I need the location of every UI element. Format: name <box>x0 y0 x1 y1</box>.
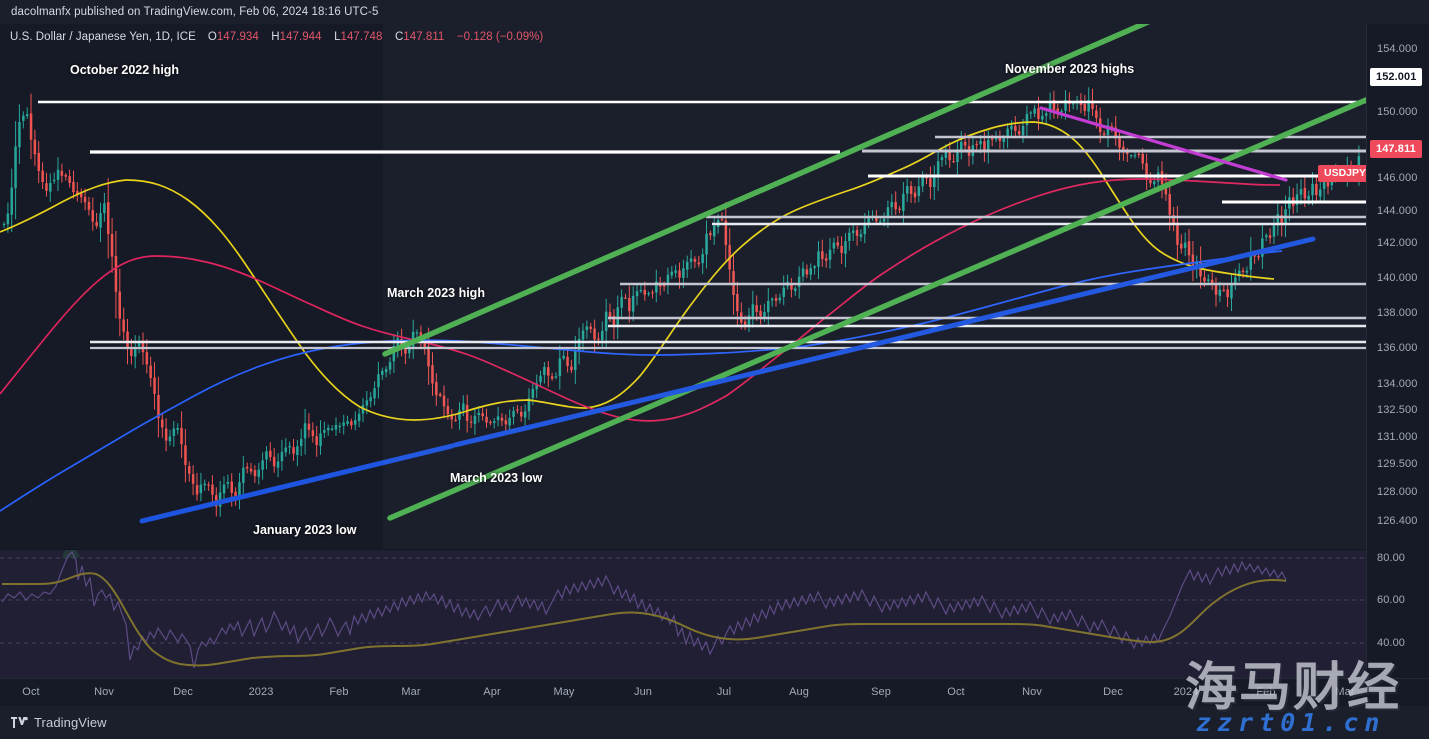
tradingview-logo-icon <box>11 717 28 728</box>
ma-blue-line <box>0 250 1283 512</box>
watermark-url: zzrt01.cn <box>1196 708 1386 737</box>
trendline-green-lower <box>387 97 1366 521</box>
rsi-axis-tick: 60.00 <box>1377 594 1406 606</box>
legend-low-label: L <box>334 31 341 43</box>
last-price-badge: 147.811 <box>1370 140 1422 158</box>
legend-close-label: C <box>394 31 404 43</box>
time-axis-tick: Apr <box>483 686 501 698</box>
chart-annotation: January 2023 low <box>253 523 357 537</box>
rsi-axis-tick: 40.00 <box>1377 637 1406 649</box>
time-axis-tick: Dec <box>1103 686 1123 698</box>
price-axis-tick: 154.000 <box>1377 43 1418 55</box>
chart-annotation: March 2023 high <box>387 286 485 300</box>
time-axis-tick: Feb <box>329 686 349 698</box>
time-axis-tick: Sep <box>871 686 891 698</box>
rsi-background <box>0 550 1366 678</box>
chart-annotation: November 2023 highs <box>1005 62 1135 76</box>
rsi-axis-tick: 80.00 <box>1377 552 1406 564</box>
time-axis-tick: Jul <box>716 686 732 698</box>
time-axis-tick: 2023 <box>248 686 274 698</box>
legend-change: −0.128 (−0.09%) <box>456 31 544 43</box>
price-axis-tick: 144.000 <box>1377 205 1418 217</box>
trendline-blue-support <box>452 236 1316 448</box>
rsi-pane[interactable] <box>0 550 1366 678</box>
time-axis-tick: Jun <box>633 686 653 698</box>
time-axis-tick: Oct <box>22 686 40 698</box>
bottom-bar: TradingView <box>0 706 1429 739</box>
time-axis-tick: Oct <box>947 686 965 698</box>
legend-open-value: 147.934 <box>216 31 259 43</box>
time-axis-tick: Mar <box>1335 686 1355 698</box>
legend-high-label: H <box>271 31 280 43</box>
chart-annotation: March 2023 low <box>450 471 543 485</box>
legend-low-value: 147.748 <box>340 31 383 43</box>
trendline-magenta-resistance <box>1039 106 1288 182</box>
chart-legend[interactable]: U.S. Dollar / Japanese Yen, 1D, ICE O147… <box>10 29 543 45</box>
horizontal-levels <box>38 100 1366 350</box>
trendline-blue-jan2023 <box>139 443 455 524</box>
watermark-chinese: 海马财经 <box>1185 658 1402 718</box>
price-axis-tick: 126.400 <box>1377 515 1418 527</box>
time-axis-tick: May <box>553 686 575 698</box>
price-axis-tick: 136.000 <box>1377 342 1418 354</box>
legend-symbol: U.S. Dollar / Japanese Yen, 1D, ICE <box>10 31 196 43</box>
quote-tag-symbol: USDJPY <box>1318 165 1366 182</box>
time-axis-tick: Aug <box>789 686 809 698</box>
tradingview-logo[interactable]: TradingView <box>0 715 107 730</box>
time-axis-tick: Dec <box>173 686 193 698</box>
price-axis-tick: 142.000 <box>1377 237 1418 249</box>
ma-yellow-line <box>0 121 1275 421</box>
price-axis-tick: 138.000 <box>1377 307 1418 319</box>
price-axis-tick: 146.000 <box>1377 172 1418 184</box>
legend-high-value: 147.944 <box>279 31 322 43</box>
price-axis-tick: 134.000 <box>1377 378 1418 390</box>
tradingview-brand-label: TradingView <box>34 715 107 730</box>
price-axis-tick: 132.500 <box>1377 404 1418 416</box>
price-axis-tick: 150.000 <box>1377 106 1418 118</box>
price-axis-tick: 140.000 <box>1377 272 1418 284</box>
publish-text: dacolmanfx published on TradingView.com,… <box>11 6 379 18</box>
time-axis-tick: Nov <box>94 686 114 698</box>
chart-annotation: October 2022 high <box>70 63 180 77</box>
legend-close-value: 147.811 <box>403 31 445 43</box>
time-axis-tick: Nov <box>1022 686 1042 698</box>
time-axis-tick: Feb <box>1256 686 1276 698</box>
quote-tag: USDJPY 147.811 <box>1318 165 1366 182</box>
price-axis-tick: 128.000 <box>1377 486 1418 498</box>
price-pane[interactable]: USDJPY 147.811 <box>0 24 1366 549</box>
ma-pink-line <box>0 178 1281 422</box>
price-axis-tick: 129.500 <box>1377 458 1418 470</box>
price-scale[interactable]: 154.000 150.000 146.000 144.000 142.000 140.0… <box>1366 24 1429 678</box>
legend-open-label: O <box>207 31 217 43</box>
trendlines <box>139 24 1366 524</box>
price-level-badge: 152.001 <box>1370 68 1423 86</box>
price-plot <box>0 24 1366 524</box>
trendline-green-upper <box>382 24 1150 357</box>
price-axis-tick: 131.000 <box>1377 431 1418 443</box>
time-axis-tick: 2024 <box>1173 686 1199 698</box>
publish-bar: dacolmanfx published on TradingView.com,… <box>0 0 1429 24</box>
time-scale[interactable]: Oct Nov Dec 2023 Feb Mar Apr May Jun Jul Aug Sep Oct… <box>0 678 1429 707</box>
time-axis-tick: Mar <box>401 686 421 698</box>
